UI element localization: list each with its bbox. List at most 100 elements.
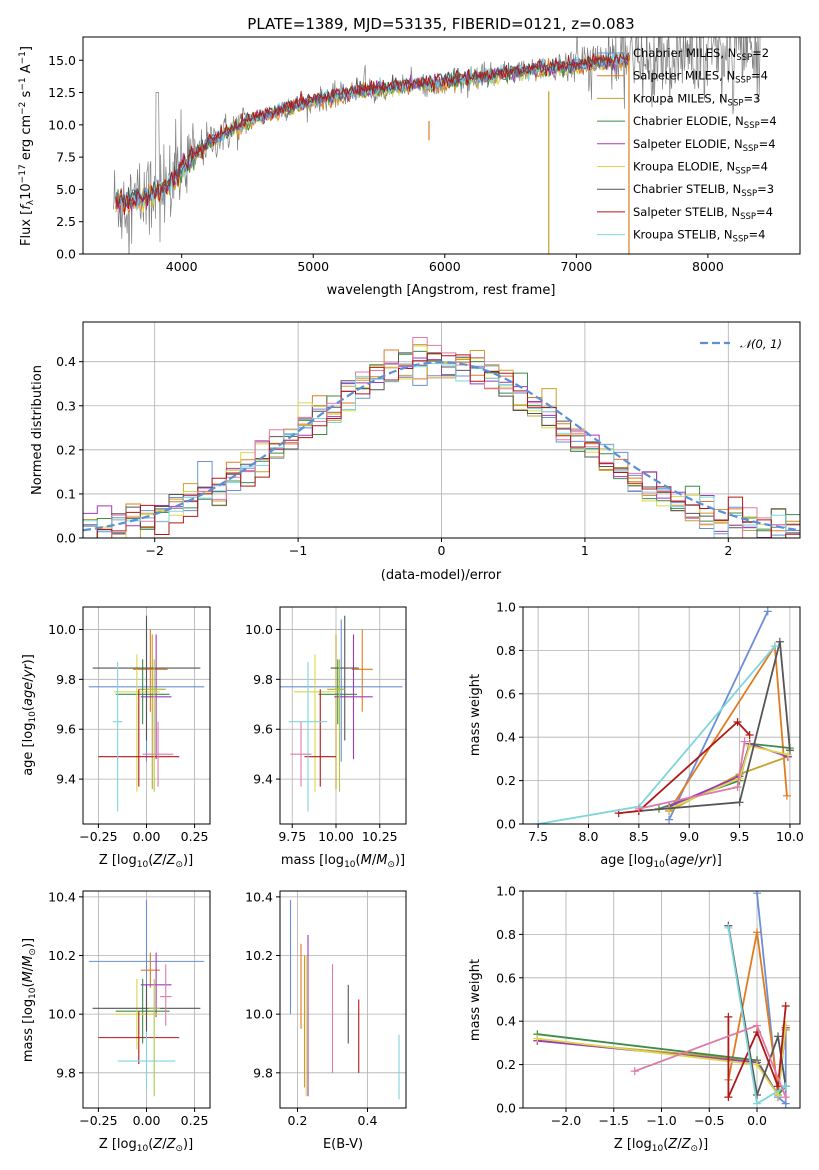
y-tick-label: 10.0: [245, 1007, 273, 1022]
weight-marker: [630, 1067, 639, 1076]
x-tick-label: −1: [289, 543, 307, 558]
weight-marker: [753, 928, 762, 937]
weight-marker: [781, 1002, 790, 1011]
weight-marker: [724, 1012, 733, 1021]
weight-marker: [634, 804, 643, 813]
spectrum-panel: 4000 5000 6000 7000 8000 0.0 2.5 5.0 7.5 10.0 12.5…: [18, 36, 801, 298]
weight-marker: [733, 783, 742, 792]
x-tick-label: 9.5: [730, 829, 750, 844]
x-axis-label: Z [log10(Z/Z⊙)]: [99, 853, 193, 870]
legend-label: Chabrier MILES, NSSP=2: [633, 46, 769, 63]
x-tick-label: 10.00: [318, 829, 354, 844]
y-tick-label: 15.0: [48, 53, 76, 68]
y-tick-label: 9.6: [253, 722, 273, 737]
x-tick-label: 0.4: [358, 1113, 378, 1128]
x-tick-label: 0.00: [133, 829, 161, 844]
weight-marker: [774, 1090, 783, 1099]
weight-series-line: [668, 643, 788, 812]
axes-frame: [82, 321, 801, 539]
extinction-mass-panel: 0.2 0.4 9.8 10.0 10.2 10.4 E(B-V): [245, 889, 407, 1152]
y-tick-label: 0.6: [496, 970, 516, 985]
metallicity-mass-weight-panel: −2.0 −1.5 −1.0 −0.5 0.0 0.0 0.2 0.4 0.6 0.8 1.0 Z […: [468, 884, 801, 1154]
plot-area: [280, 615, 403, 812]
x-tick-label: 9.75: [278, 829, 306, 844]
plot-area: [88, 615, 205, 812]
y-tick-label: 0.2: [496, 1057, 516, 1072]
x-tick-label: 10.25: [362, 829, 398, 844]
metallicity-age-panel: −0.25 0.00 0.25 9.4 9.6 9.8 10.0 Z [log10(Z/Z⊙)…: [21, 606, 211, 870]
x-tick-label: 4000: [166, 259, 198, 274]
plot-area: [88, 899, 205, 1097]
y-tick-label: 0.4: [496, 730, 516, 745]
plot-area: [533, 891, 790, 1108]
x-tick-label: −2: [145, 543, 163, 558]
weight-marker: [763, 607, 772, 616]
legend-label: Salpeter STELIB, NSSP=4: [633, 205, 773, 222]
x-axis-label: Z [log10(Z/Z⊙)]: [99, 1137, 193, 1154]
weight-marker: [724, 1093, 733, 1102]
axes-frame: [279, 890, 407, 1109]
y-tick-label: 0.4: [56, 354, 76, 369]
y-tick-label: 10.4: [48, 889, 76, 904]
x-tick-label: 2: [724, 543, 732, 558]
weight-marker: [724, 923, 733, 932]
y-tick-label: 10.0: [48, 622, 76, 637]
x-tick-label: −0.5: [694, 1113, 724, 1128]
y-tick-label: 1.0: [496, 884, 516, 899]
y-axis-label: age [log10(age/yr)]: [21, 654, 38, 776]
x-axis-label: Z [log10(Z/Z⊙)]: [614, 1137, 708, 1154]
x-axis-label: E(B-V): [323, 1137, 363, 1152]
weight-marker: [753, 1099, 762, 1108]
y-tick-label: 0.8: [496, 643, 516, 658]
plot-area: [83, 337, 800, 538]
x-tick-label: −2.0: [551, 1113, 581, 1128]
x-tick-label: 0.25: [181, 829, 209, 844]
weight-marker: [770, 642, 779, 651]
axes-frame: [522, 606, 801, 825]
weight-marker: [534, 820, 543, 824]
weight-marker: [753, 1060, 762, 1069]
y-tick-label: 10.2: [245, 948, 273, 963]
axes-frame: [82, 36, 801, 255]
x-tick-label: 7000: [560, 259, 592, 274]
weight-series-line: [756, 893, 787, 1106]
x-tick-label: −1.5: [599, 1113, 629, 1128]
x-axis-label: mass [log10(M/M⊙)]: [281, 853, 405, 870]
y-tick-label: 10.4: [245, 889, 273, 904]
x-tick-label: 6000: [429, 259, 461, 274]
x-tick-label: −1.0: [646, 1113, 676, 1128]
y-tick-label: 0.4: [496, 1014, 516, 1029]
x-tick-label: 0.00: [133, 1113, 161, 1128]
weight-marker: [735, 798, 744, 807]
axes-frame: [82, 606, 211, 825]
y-tick-label: 10.0: [48, 117, 76, 132]
legend-label: Kroupa STELIB, NSSP=4: [633, 228, 765, 245]
y-tick-label: 9.4: [56, 772, 76, 787]
legend-label: Kroupa ELODIE, NSSP=4: [633, 160, 768, 177]
y-tick-label: 5.0: [56, 182, 76, 197]
weight-marker: [745, 731, 754, 740]
weight-marker: [783, 750, 792, 759]
weight-marker: [781, 1082, 790, 1091]
weight-marker: [753, 1021, 762, 1030]
plot-area: [112, 37, 761, 254]
weight-series-line: [638, 641, 791, 812]
y-tick-label: 0.0: [56, 247, 76, 262]
weight-marker: [665, 815, 674, 824]
legend-label: Chabrier STELIB, NSSP=3: [633, 182, 774, 199]
x-tick-label: 1: [581, 543, 589, 558]
weight-marker: [745, 741, 754, 750]
legend-label: Kroupa MILES, NSSP=3: [633, 91, 760, 108]
mass-age-panel: 9.75 10.00 10.25 9.4 9.6 9.8 10.0 mass [log10(M…: [245, 606, 407, 870]
weight-series-line: [618, 720, 751, 814]
weight-marker: [533, 1034, 542, 1043]
plot-area: [289, 899, 400, 1100]
legend-label: 𝒩(0, 1): [740, 337, 782, 351]
y-tick-label: 2.5: [56, 214, 76, 229]
legend-label: Salpeter MILES, NSSP=4: [633, 69, 768, 86]
normal-distribution-curve: [83, 361, 798, 532]
y-tick-label: 9.8: [253, 1065, 273, 1080]
y-tick-label: 1.0: [496, 600, 516, 615]
axes-frame: [279, 606, 407, 825]
weight-marker: [733, 718, 742, 727]
